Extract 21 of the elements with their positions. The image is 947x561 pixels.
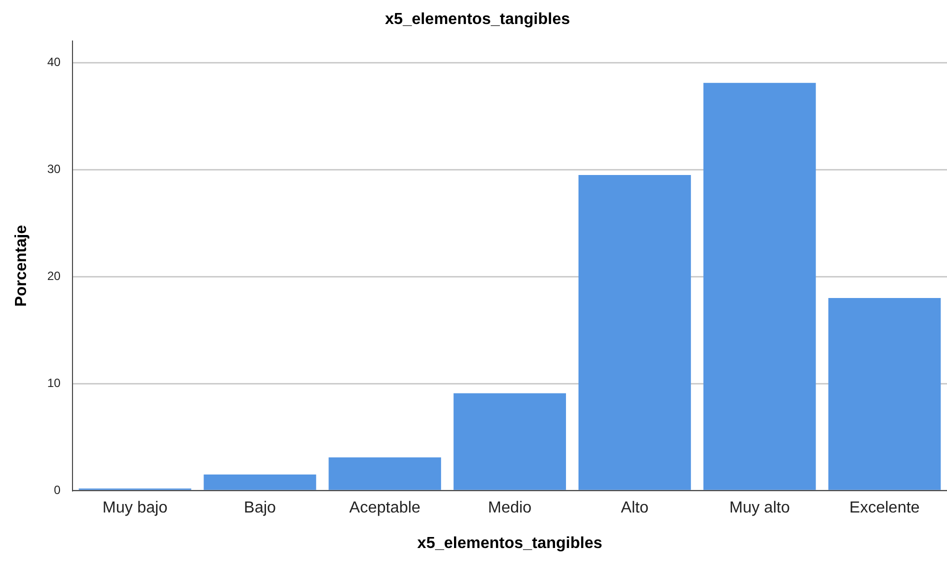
- x-tick-label: Alto: [620, 500, 649, 517]
- bar: [703, 82, 816, 490]
- bar: [454, 393, 566, 490]
- y-axis-title: Porcentaje: [13, 224, 30, 307]
- y-tick-label: 10: [47, 376, 61, 390]
- x-tick-label: Muy bajo: [102, 500, 168, 517]
- bar: [578, 174, 691, 490]
- x-tick-label: Medio: [488, 500, 532, 517]
- x-tick-label: Bajo: [244, 500, 276, 517]
- y-tick-label: 30: [47, 162, 61, 176]
- x-tick-label: Aceptable: [349, 500, 421, 517]
- y-tick-label: 20: [47, 268, 61, 283]
- chart-title: x5_elementos_tangibles: [385, 11, 570, 28]
- x-tick-label: Excelente: [849, 500, 920, 517]
- x-axis-title: x5_elementos_tangibles: [417, 534, 602, 552]
- bar: [204, 474, 316, 490]
- bar: [828, 298, 941, 490]
- bar: [328, 457, 442, 490]
- x-tick-label: Muy alto: [729, 500, 790, 517]
- y-tick-label: 40: [47, 54, 61, 69]
- y-tick-label: 0: [54, 482, 61, 497]
